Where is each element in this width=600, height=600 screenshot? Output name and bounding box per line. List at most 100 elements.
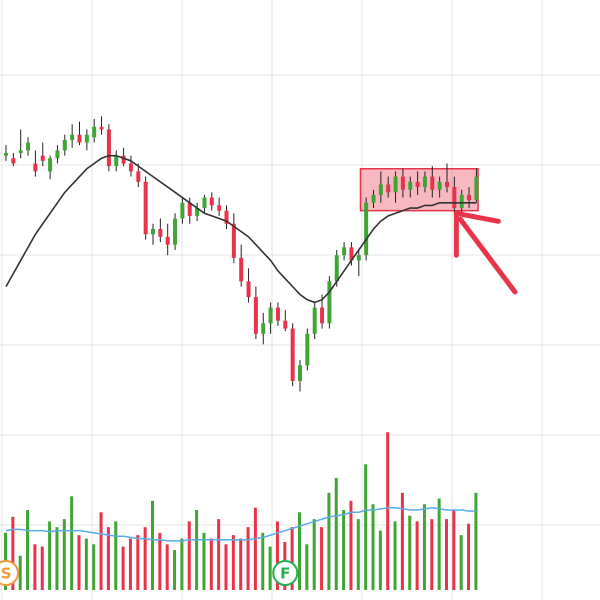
candle-body xyxy=(4,153,8,156)
candle-body xyxy=(268,307,273,324)
candle xyxy=(136,163,141,188)
candle xyxy=(55,145,60,164)
volume-bar xyxy=(467,523,471,590)
candle xyxy=(342,242,347,261)
volume-bar xyxy=(48,521,52,590)
candle xyxy=(386,176,391,198)
candle xyxy=(48,155,53,180)
candle xyxy=(239,244,244,287)
candle-body xyxy=(445,181,449,188)
volume-bar xyxy=(180,538,184,590)
candle-body xyxy=(452,187,457,209)
candle xyxy=(151,223,155,245)
volume-bar xyxy=(408,515,412,590)
candle-body xyxy=(40,155,45,161)
candle-body xyxy=(143,181,148,235)
volume-bar xyxy=(143,527,147,590)
candle xyxy=(452,176,457,214)
candle xyxy=(268,302,273,334)
volume-ma-line xyxy=(5,506,477,542)
candle xyxy=(393,171,398,203)
candle-body xyxy=(106,129,111,167)
candle xyxy=(305,328,310,371)
volume-bar xyxy=(62,519,66,590)
arrow-shaft xyxy=(457,216,518,295)
volume-bar xyxy=(55,527,59,590)
candle-body xyxy=(121,155,126,164)
volume-bar xyxy=(349,500,353,590)
candle-body xyxy=(165,236,170,245)
volume-bar xyxy=(11,516,15,590)
candle-body xyxy=(312,307,317,334)
volume-bar xyxy=(290,527,294,590)
event-marker-label: S xyxy=(1,565,12,583)
candle xyxy=(283,310,288,332)
candle-body xyxy=(408,181,413,190)
candle xyxy=(415,171,420,195)
candle xyxy=(77,121,82,146)
price-moving-average xyxy=(5,154,477,304)
candle-body xyxy=(253,297,258,334)
annotation-arrow xyxy=(453,210,518,295)
candle xyxy=(173,213,178,250)
volume-bar xyxy=(209,538,213,590)
candle xyxy=(261,312,266,345)
candle-body xyxy=(430,176,435,190)
candle-body xyxy=(364,202,369,256)
candle-body xyxy=(356,255,361,261)
candle xyxy=(253,286,258,340)
candle-body xyxy=(18,150,23,154)
candle-body xyxy=(26,142,31,151)
candle xyxy=(290,323,295,387)
candle-body xyxy=(371,194,376,203)
candle xyxy=(364,197,369,261)
candle-body xyxy=(231,223,236,258)
candle-body xyxy=(202,197,207,209)
candle-body xyxy=(298,365,302,381)
volume-bar xyxy=(452,510,456,590)
candle xyxy=(371,189,376,209)
volume-bar xyxy=(459,535,463,590)
candle-body xyxy=(173,218,178,245)
volume-bar xyxy=(430,519,434,590)
candle xyxy=(202,194,207,214)
candle xyxy=(430,166,435,198)
volume-bar xyxy=(261,532,265,590)
candle-body xyxy=(195,208,200,216)
volume-bar xyxy=(231,535,235,590)
candle-body xyxy=(55,150,60,159)
candle-body xyxy=(151,229,155,235)
candle xyxy=(62,134,67,156)
candle xyxy=(143,176,148,240)
candle xyxy=(18,129,23,159)
event-marker-label: F xyxy=(280,565,290,583)
candle-body xyxy=(320,307,325,324)
volume-bar xyxy=(312,519,316,590)
candle xyxy=(180,197,185,224)
volume-bar xyxy=(268,546,272,590)
candle xyxy=(312,302,317,340)
volume-bar xyxy=(165,544,169,590)
volume-bar xyxy=(92,544,96,590)
volume-bar xyxy=(393,521,397,590)
candle xyxy=(106,124,111,172)
candle-body xyxy=(275,307,280,321)
volume-bar xyxy=(342,510,346,590)
candle xyxy=(195,202,200,222)
volume-bar xyxy=(334,478,338,590)
volume-bar xyxy=(298,512,301,590)
volume-bar xyxy=(33,544,37,590)
volume-bar xyxy=(158,532,162,590)
candle-body xyxy=(283,320,288,329)
candle xyxy=(437,176,442,198)
volume-bar xyxy=(386,432,390,590)
candle xyxy=(422,171,427,193)
volume-bar xyxy=(70,496,74,590)
volume-bar xyxy=(305,544,309,590)
volume-bar xyxy=(18,555,22,590)
candle-body xyxy=(77,134,82,143)
candle xyxy=(4,145,8,161)
candle-body xyxy=(239,257,244,282)
